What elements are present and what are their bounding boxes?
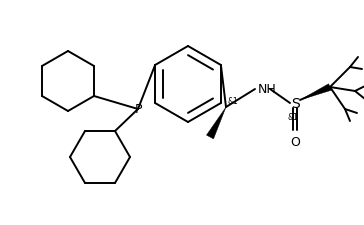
Text: S: S [290, 97, 299, 110]
Text: P: P [134, 103, 142, 116]
Polygon shape [206, 108, 226, 139]
Text: &1: &1 [287, 112, 298, 122]
Polygon shape [300, 84, 331, 101]
Text: &1: &1 [228, 97, 239, 106]
Text: NH: NH [258, 83, 277, 96]
Text: O: O [290, 135, 300, 148]
